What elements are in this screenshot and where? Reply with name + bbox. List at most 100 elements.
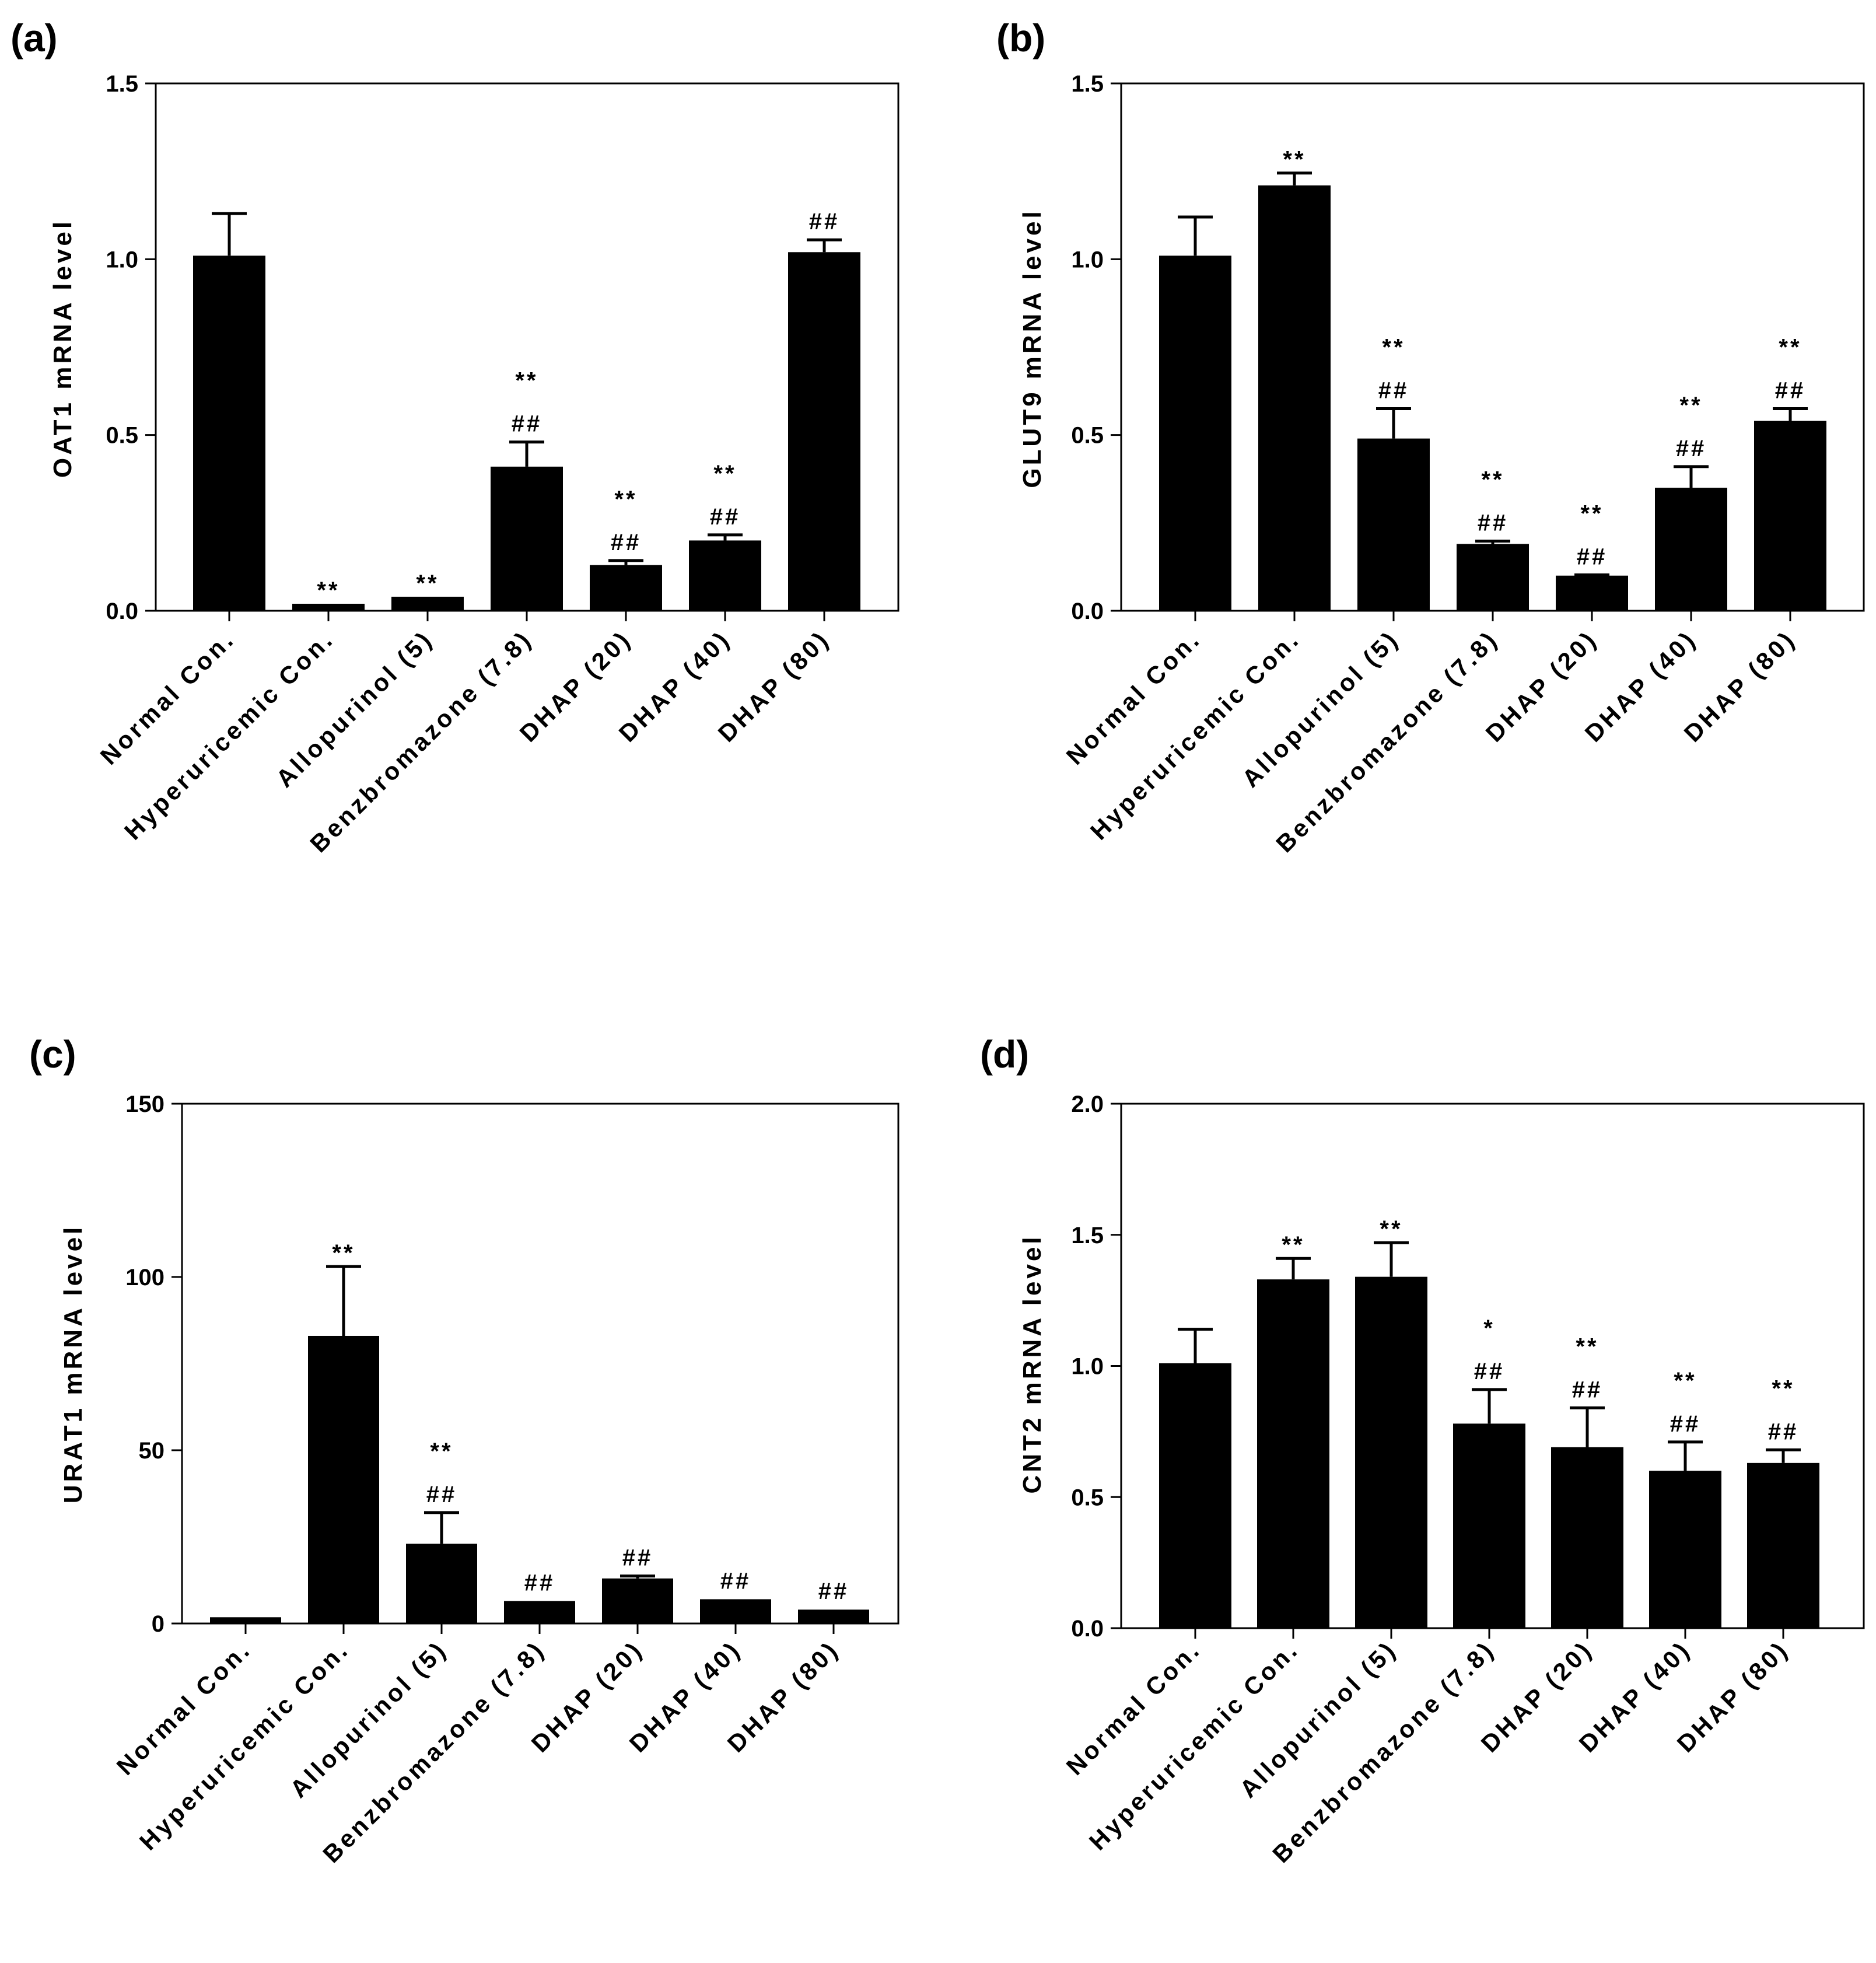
- panel-a-bar: [788, 252, 860, 611]
- panel-b-ytick-label: 0.0: [1071, 599, 1104, 624]
- panel-d-significance-mark: ##: [1768, 1419, 1799, 1444]
- panel-b-bar: [1357, 438, 1430, 611]
- panel-a-label: (a): [10, 16, 58, 60]
- panel-b: (b) GLUT9 mRNA level 0.00.51.01.5Normal …: [996, 16, 1865, 858]
- panel-a-ytick-label: 0.0: [106, 599, 138, 624]
- panel-b-category-label: Hyperuricemic Con.: [1085, 625, 1305, 845]
- panel-c-significance-mark: ##: [818, 1579, 849, 1604]
- panel-d-category-label: Hyperuricemic Con.: [1084, 1635, 1304, 1855]
- panel-a-ytick-label: 1.5: [106, 71, 138, 97]
- panel-b-significance-mark: **: [1679, 393, 1702, 418]
- panel-d-ytick-label: 1.5: [1071, 1223, 1104, 1248]
- panel-c-category-label: Hyperuricemic Con.: [134, 1635, 354, 1855]
- panel-c-significance-mark: ##: [524, 1570, 555, 1595]
- panel-c-bar: [210, 1617, 281, 1623]
- panel-a-significance-mark: **: [416, 571, 439, 596]
- panel-a-significance-mark: **: [515, 368, 538, 394]
- panel-b-ytick-label: 1.5: [1071, 71, 1104, 97]
- panel-d-significance-mark: *: [1483, 1315, 1495, 1341]
- panel-a-significance-mark: ##: [611, 530, 642, 555]
- panel-c-ylabel: URAT1 mRNA level: [59, 1224, 88, 1504]
- panel-b-bar: [1159, 256, 1231, 611]
- panel-a-significance-mark: ##: [710, 504, 741, 530]
- panel-b-significance-mark: **: [1481, 467, 1504, 493]
- panel-d-significance-mark: ##: [1474, 1359, 1505, 1384]
- panel-c-bar: [406, 1544, 477, 1623]
- panel-c-significance-mark: ##: [622, 1545, 653, 1571]
- panel-a-bar: [491, 466, 563, 611]
- panel-d-ytick-label: 2.0: [1071, 1091, 1104, 1117]
- panel-d-bar: [1649, 1471, 1721, 1628]
- panel-d-ylabel: CNT2 mRNA level: [1018, 1234, 1046, 1493]
- panel-a-ytick-label: 0.5: [106, 423, 138, 449]
- panel-a-significance-mark: **: [317, 578, 340, 603]
- panel-d-bar: [1355, 1276, 1427, 1628]
- panel-b-bar: [1258, 185, 1331, 611]
- panel-b-significance-mark: ##: [1775, 377, 1806, 403]
- panel-a-bar: [193, 256, 265, 611]
- panel-d-bar: [1257, 1279, 1329, 1628]
- panel-b-bar: [1457, 544, 1529, 611]
- panel-b-significance-mark: ##: [1577, 544, 1608, 570]
- panel-a-category-label: Hyperuricemic Con.: [119, 625, 339, 845]
- panel-c-bar: [602, 1578, 673, 1623]
- panel-b-ytick-label: 0.5: [1071, 423, 1104, 449]
- panel-c-significance-mark: **: [332, 1240, 355, 1266]
- panel-b-significance-mark: ##: [1478, 510, 1508, 536]
- panel-b-significance-mark: **: [1779, 334, 1801, 360]
- panel-a-ylabel: OAT1 mRNA level: [48, 219, 77, 478]
- panel-b-significance-mark: **: [1283, 147, 1306, 173]
- panel-d-bar: [1159, 1363, 1231, 1628]
- panel-d-ytick-label: 0.0: [1071, 1616, 1104, 1642]
- panel-a-significance-mark: ##: [512, 411, 542, 437]
- panel-a-bar: [590, 565, 662, 611]
- panel-c-significance-mark: **: [430, 1439, 453, 1464]
- panel-b-bar: [1556, 575, 1628, 611]
- panel-c-ytick-label: 0: [152, 1611, 164, 1637]
- panel-c-bar: [504, 1601, 575, 1623]
- panel-c-significance-mark: ##: [720, 1568, 751, 1594]
- panel-b-ylabel: GLUT9 mRNA level: [1018, 208, 1046, 488]
- panel-d-significance-mark: ##: [1670, 1411, 1701, 1437]
- panel-d-significance-mark: ##: [1572, 1377, 1603, 1402]
- panel-a-bar: [689, 540, 761, 611]
- panel-c-ytick-label: 100: [125, 1265, 164, 1290]
- panel-a-significance-mark: **: [614, 487, 637, 512]
- panel-a-significance-mark: ##: [809, 209, 840, 235]
- panel-b-ytick-label: 1.0: [1071, 247, 1104, 272]
- panel-b-label: (b): [996, 16, 1045, 60]
- panel-a-significance-mark: **: [713, 461, 736, 487]
- panel-b-bar: [1655, 488, 1727, 611]
- panel-c-ytick-label: 50: [139, 1438, 165, 1464]
- panel-d-label: (d): [980, 1033, 1029, 1076]
- panel-a-ytick-label: 1.0: [106, 247, 138, 272]
- panel-a-bar: [391, 596, 464, 611]
- panel-c-bar: [308, 1335, 379, 1623]
- panel-c-bar: [700, 1599, 771, 1623]
- panel-d-bar: [1551, 1447, 1623, 1628]
- panel-d-ytick-label: 1.0: [1071, 1354, 1104, 1380]
- panel-c-bar: [798, 1609, 869, 1623]
- panel-b-significance-mark: **: [1382, 334, 1405, 360]
- panel-c-significance-mark: ##: [426, 1482, 457, 1507]
- panel-d-bar: [1453, 1423, 1525, 1628]
- panel-d-significance-mark: **: [1282, 1232, 1304, 1258]
- panel-c-ytick-label: 150: [125, 1091, 164, 1117]
- panel-d-significance-mark: **: [1674, 1368, 1696, 1394]
- panel-d-significance-mark: **: [1772, 1376, 1794, 1401]
- panel-b-significance-mark: ##: [1378, 377, 1409, 403]
- panel-b-significance-mark: ##: [1676, 436, 1707, 461]
- panel-c-label: (c): [29, 1033, 76, 1076]
- panel-d-significance-mark: **: [1576, 1334, 1598, 1359]
- panel-d-bar: [1747, 1462, 1819, 1628]
- panel-d: (d) CNT2 mRNA level 0.00.51.01.52.0Norma…: [980, 1033, 1865, 1868]
- panel-a-bar: [292, 603, 365, 611]
- panel-c-frame: [181, 1103, 900, 1625]
- panel-d-significance-mark: **: [1380, 1216, 1402, 1242]
- panel-d-ytick-label: 0.5: [1071, 1485, 1104, 1510]
- panel-b-bar: [1754, 421, 1826, 611]
- panel-b-significance-mark: **: [1580, 501, 1603, 527]
